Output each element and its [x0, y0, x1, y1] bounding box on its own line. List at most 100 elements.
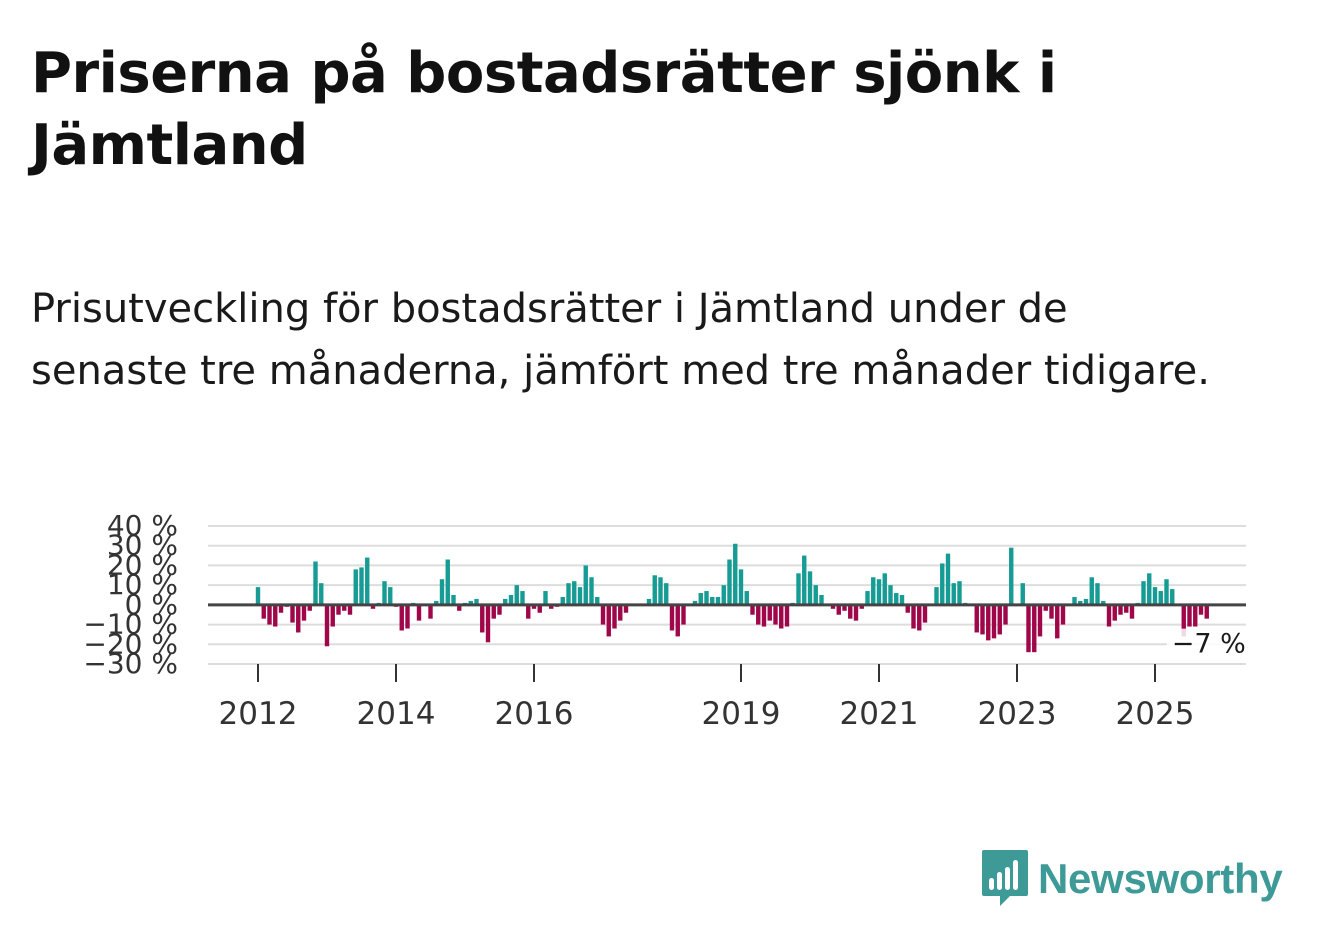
bar: [997, 604, 1002, 635]
bar: [347, 604, 353, 615]
bar: [336, 604, 341, 615]
bar: [1187, 604, 1192, 627]
bar: [428, 604, 433, 619]
bar: [1095, 583, 1100, 605]
x-tick-label: 2023: [978, 696, 1057, 732]
bar: [819, 595, 824, 605]
bar: [986, 604, 991, 641]
bar: [1193, 604, 1198, 627]
bar: [1204, 604, 1209, 619]
bar: [560, 596, 565, 605]
newsworthy-wordmark: Newsworthy: [1038, 855, 1283, 902]
bar: [290, 604, 295, 623]
x-tick-label: 2025: [1116, 696, 1195, 732]
bar: [273, 604, 278, 627]
bar: [324, 604, 330, 647]
x-tick-label: 2021: [840, 696, 919, 732]
bar: [1089, 577, 1094, 605]
bar: [313, 561, 318, 605]
bar: [922, 604, 928, 623]
bar: [871, 577, 876, 605]
bar: [813, 585, 818, 605]
bar: [945, 553, 951, 605]
bar: [652, 575, 657, 605]
bar: [382, 581, 387, 605]
chart-subtitle: Prisutveckling för bostadsrätter i Jämtl…: [31, 286, 1210, 394]
bar: [365, 557, 370, 605]
bar: [888, 585, 893, 605]
bar: [733, 543, 738, 605]
bar: [859, 604, 864, 609]
bar: [503, 598, 508, 605]
y-tick-label: 40 %: [107, 509, 178, 542]
y-tick-label: 10 %: [107, 568, 178, 601]
bar: [934, 587, 939, 605]
bar: [710, 596, 715, 605]
bar: [1198, 604, 1204, 615]
bar: [1101, 600, 1106, 605]
bar: [779, 604, 784, 629]
price-change-bar-chart: 40 %30 %20 %10 %0 %−10 %−20 %−30 % 2012 20…: [83, 509, 1251, 732]
bar: [646, 598, 652, 605]
bar: [543, 591, 548, 605]
bar: [1181, 604, 1186, 637]
bar: [727, 559, 732, 605]
bar: [1118, 604, 1123, 615]
bar: [278, 604, 284, 613]
bar: [572, 581, 577, 605]
bar: [658, 577, 663, 605]
bar: [1060, 604, 1066, 625]
bar: [744, 591, 749, 605]
x-tick-label: 2012: [219, 696, 298, 732]
bar: [750, 604, 755, 615]
bar: [991, 604, 997, 639]
bar: [675, 604, 680, 637]
bar: [267, 604, 272, 625]
bar: [549, 604, 554, 609]
last-value-label: −7 %: [1172, 629, 1246, 660]
bar: [319, 583, 324, 605]
bar: [917, 604, 922, 631]
bar: [566, 583, 571, 605]
bar: [796, 573, 801, 605]
bar: [457, 604, 462, 611]
bar: [595, 596, 600, 605]
bar: [612, 604, 617, 629]
bar: [715, 596, 721, 605]
bar: [1049, 604, 1054, 619]
bar: [416, 604, 422, 621]
bar: [1141, 581, 1146, 605]
bar: [491, 604, 496, 619]
newsworthy-logo: Newsworthy: [980, 848, 1283, 910]
y-tick-label: 30 %: [107, 529, 178, 562]
bar: [439, 579, 445, 605]
bar: [618, 604, 623, 621]
bar: [980, 604, 985, 635]
bar: [434, 600, 439, 605]
bar: [1124, 604, 1129, 613]
bar: [606, 604, 611, 637]
bar: [669, 604, 675, 631]
bar: [756, 604, 761, 625]
bar: [1043, 604, 1048, 611]
bar: [767, 604, 772, 621]
bar: [445, 559, 450, 605]
bar: [882, 573, 887, 605]
bar: [468, 600, 473, 605]
bar: [1164, 579, 1169, 605]
bar: [698, 593, 703, 605]
bar: [526, 604, 531, 619]
bar: [451, 595, 456, 605]
bar: [359, 567, 364, 605]
bar: [1026, 604, 1031, 653]
bar: [1032, 604, 1037, 653]
bar: [301, 604, 307, 621]
bar: [370, 604, 376, 609]
bar: [1112, 604, 1117, 621]
bar: [738, 569, 744, 605]
bar: [773, 604, 778, 625]
bar: [894, 593, 899, 605]
bar: [497, 604, 502, 615]
bar: [1170, 589, 1175, 605]
bar: [1037, 604, 1043, 637]
